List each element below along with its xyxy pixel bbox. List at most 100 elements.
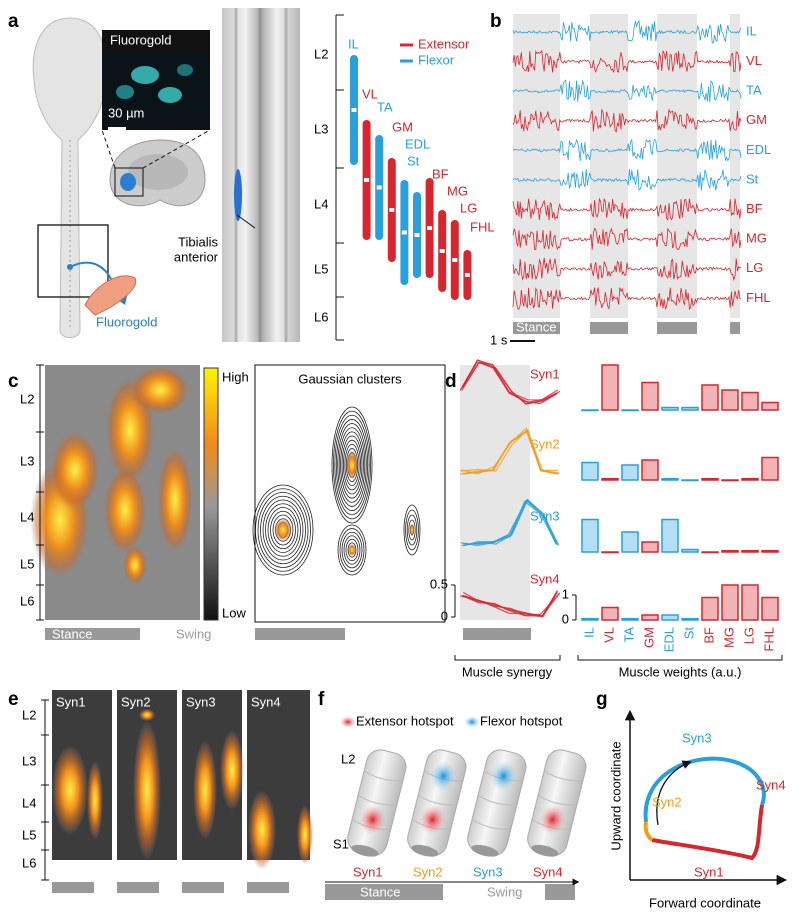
cluster-contour [270,510,296,550]
segment-label: L2 [22,707,36,722]
weight-muscle-label: St [681,627,696,640]
phase-label: Swing [487,884,522,899]
stance-bands [513,14,740,318]
weight-bar [601,606,619,621]
heat-blob [193,740,217,840]
weight-bar [581,409,599,412]
cluster-core [346,450,358,480]
legend-label: Extensor [418,36,470,51]
cord-segment-line [364,771,402,782]
weight-bar [681,548,699,553]
weight-bar [681,618,699,621]
weight-muscle-label: IL [581,627,596,638]
cord-segment-line [478,795,516,806]
cord-segment-line [472,819,510,830]
weight-muscle-label: GM [641,627,656,648]
weight-bar [601,478,619,481]
panel-label: b [490,11,502,32]
weight-bar [621,531,639,553]
weight-bar [741,550,759,553]
cluster-contour [260,495,306,565]
cluster-contour [267,507,299,553]
synergy-label: Syn3 [530,508,560,523]
synergy-curve [460,427,560,475]
synergy-curve [462,361,561,405]
phase-bars [45,322,740,900]
legend-spot [340,716,356,728]
muscle-label: TA [377,99,393,114]
colorbar-high: High [222,369,249,384]
weight-bar [701,551,719,554]
panel-label: g [596,689,608,710]
emg-trace [512,108,742,133]
cord-segment-line [538,795,576,806]
weight-bar [601,364,619,411]
weight-bar [621,618,639,621]
pool-center [464,273,470,277]
map-label: Syn4 [251,694,281,709]
heat-blob [220,730,244,810]
trajectory-label: Syn4 [756,777,786,792]
panel-label: e [8,689,19,710]
cord-segment-line [544,771,582,782]
cluster-contour [408,519,416,541]
synergy-curve [462,499,558,545]
cluster-contour [344,443,360,487]
anatomy [32,8,300,342]
legend-label: Flexor [418,52,455,67]
cluster-contour [252,484,314,576]
synergy-curve [461,361,557,405]
pool-center [351,108,357,112]
synergy-label: Syn4 [530,571,560,586]
emg-trace [512,79,742,103]
synergy-curve [460,498,560,547]
emg-trace [512,197,742,221]
tracer-label: Fluorogold [96,314,157,329]
legend-spot [464,716,480,728]
cluster-core [409,523,415,537]
emg-trace [512,19,742,44]
cord-end [471,844,499,857]
cord-model [407,749,467,857]
synergy-label: Syn1 [530,366,560,381]
segment-label: L3 [22,753,36,768]
emg-label: BF [746,201,763,216]
segment-label: L4 [22,795,36,810]
emg-trace [512,257,742,281]
panel-label: d [445,371,457,392]
weight-muscle-label: MG [721,627,736,648]
emg-label: EDL [746,142,771,157]
segment-label: L5 [314,261,328,276]
emg-trace [512,49,742,73]
cluster-contour [333,410,371,520]
pool-center [389,208,395,212]
cord-model [467,749,527,857]
heat-blob [297,805,313,865]
weight-bar [701,384,719,411]
trajectory-label: Syn1 [694,864,724,879]
weight-muscle-label: VL [601,627,616,643]
extensor-hotspot [539,804,566,835]
weight-bar [661,614,679,621]
pool-center [452,258,458,262]
cluster-contour [331,406,373,524]
muscle-label: GM [392,119,413,134]
pool-center [401,230,407,235]
heat-blob [103,465,147,555]
map-label: Syn3 [186,694,216,709]
weight-bar [681,406,699,411]
cluster-contour [340,431,364,499]
axis-label: Upward coordinate [608,741,623,850]
cluster-contour [337,524,367,576]
heat-blob [87,760,103,840]
cluster-contour [406,514,418,546]
heat-blob [123,545,147,585]
caption: Muscle weights (a.u.) [619,664,742,679]
weight-bar [761,596,779,621]
weight-bar [721,479,739,482]
pool-center [427,226,433,230]
time-scale: 1 s [490,332,508,347]
heat-blob [248,790,276,870]
extensor-hotspot [359,804,386,835]
cord-end [351,844,379,857]
